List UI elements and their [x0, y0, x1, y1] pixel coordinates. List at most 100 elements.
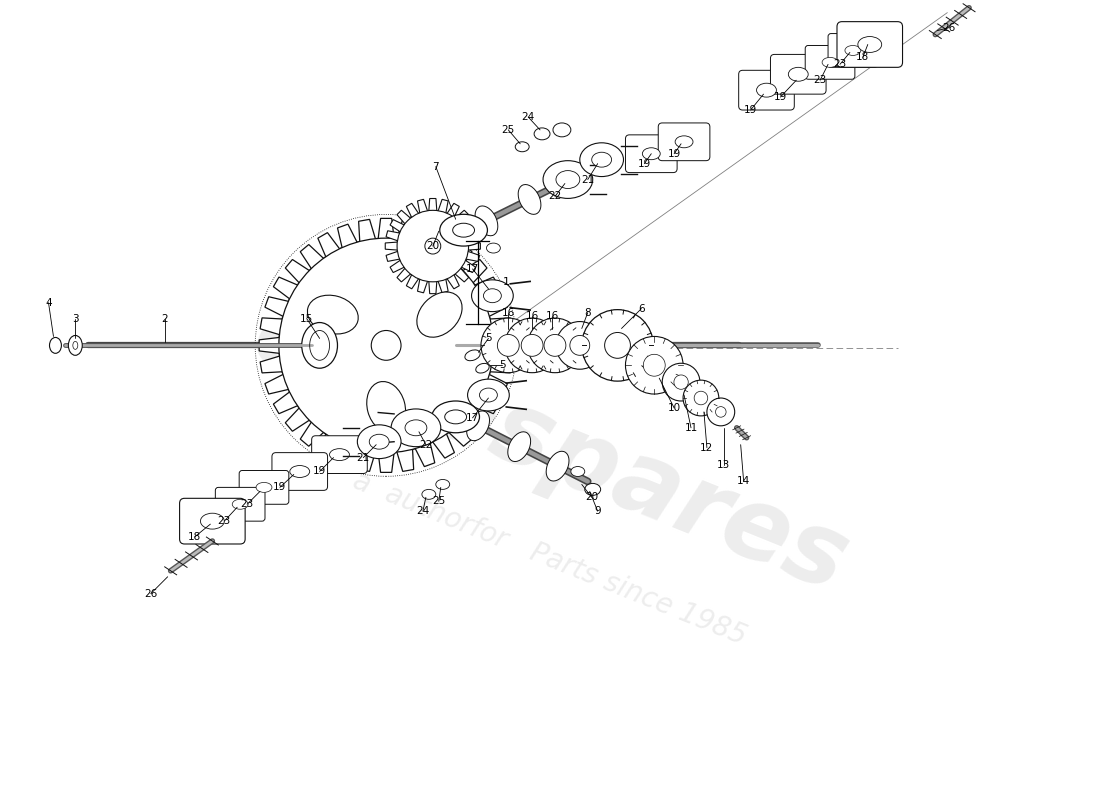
- Text: 24: 24: [521, 112, 535, 122]
- Ellipse shape: [675, 136, 693, 148]
- FancyBboxPatch shape: [658, 123, 710, 161]
- Ellipse shape: [453, 223, 474, 237]
- Text: 1: 1: [503, 278, 509, 287]
- Text: 10: 10: [668, 403, 681, 413]
- Ellipse shape: [392, 409, 441, 446]
- Text: 2: 2: [162, 314, 168, 323]
- Text: 12: 12: [701, 442, 714, 453]
- Ellipse shape: [592, 152, 612, 167]
- Ellipse shape: [528, 318, 582, 373]
- Ellipse shape: [822, 58, 838, 67]
- Ellipse shape: [845, 46, 861, 55]
- Ellipse shape: [232, 499, 249, 510]
- Text: 4: 4: [45, 298, 52, 308]
- Text: 16: 16: [526, 310, 539, 321]
- Ellipse shape: [440, 214, 487, 246]
- Text: 14: 14: [737, 477, 750, 486]
- Text: 5: 5: [485, 334, 492, 343]
- Text: 23: 23: [834, 59, 847, 70]
- Ellipse shape: [405, 420, 427, 436]
- Ellipse shape: [694, 391, 707, 405]
- Ellipse shape: [307, 295, 359, 334]
- Ellipse shape: [585, 483, 601, 495]
- Polygon shape: [260, 218, 513, 472]
- Ellipse shape: [417, 292, 462, 338]
- Text: 17: 17: [466, 413, 480, 423]
- Ellipse shape: [544, 334, 565, 356]
- Ellipse shape: [508, 432, 530, 462]
- Text: 7: 7: [432, 162, 439, 172]
- Ellipse shape: [476, 363, 490, 373]
- Text: 26: 26: [943, 22, 956, 33]
- Ellipse shape: [715, 406, 726, 417]
- Text: 18: 18: [188, 532, 201, 542]
- Text: 17: 17: [466, 264, 480, 274]
- Ellipse shape: [475, 206, 498, 236]
- Ellipse shape: [858, 37, 882, 53]
- Text: 5: 5: [499, 360, 506, 370]
- Ellipse shape: [521, 334, 543, 356]
- Ellipse shape: [330, 449, 350, 461]
- Ellipse shape: [707, 398, 735, 426]
- Ellipse shape: [472, 280, 514, 312]
- Ellipse shape: [515, 142, 529, 152]
- Text: 19: 19: [273, 482, 286, 492]
- Ellipse shape: [662, 363, 700, 401]
- Ellipse shape: [466, 411, 490, 441]
- Text: 19: 19: [668, 149, 681, 158]
- Ellipse shape: [397, 210, 469, 282]
- Text: 15: 15: [300, 314, 313, 323]
- Ellipse shape: [465, 350, 481, 361]
- Text: 8: 8: [584, 308, 591, 318]
- FancyBboxPatch shape: [179, 498, 245, 544]
- Text: 20: 20: [585, 492, 598, 502]
- Ellipse shape: [256, 482, 272, 492]
- Ellipse shape: [580, 142, 624, 177]
- Ellipse shape: [553, 123, 571, 137]
- Ellipse shape: [481, 318, 536, 373]
- Ellipse shape: [570, 335, 590, 355]
- Text: 26: 26: [144, 589, 157, 598]
- Ellipse shape: [432, 401, 480, 433]
- Ellipse shape: [556, 322, 604, 370]
- Text: 20: 20: [427, 241, 439, 251]
- Text: 19: 19: [744, 105, 757, 115]
- Text: 25: 25: [432, 496, 446, 506]
- Ellipse shape: [366, 382, 406, 432]
- Ellipse shape: [535, 128, 550, 140]
- Ellipse shape: [556, 166, 578, 196]
- Text: 3: 3: [72, 314, 78, 323]
- Ellipse shape: [50, 338, 62, 354]
- Text: 19: 19: [314, 466, 327, 477]
- Ellipse shape: [674, 375, 689, 390]
- Ellipse shape: [486, 243, 500, 253]
- Ellipse shape: [497, 334, 519, 356]
- Ellipse shape: [200, 514, 224, 529]
- Text: 11: 11: [684, 423, 697, 433]
- Ellipse shape: [358, 425, 402, 458]
- FancyBboxPatch shape: [805, 46, 855, 79]
- Text: 23: 23: [241, 499, 254, 510]
- Ellipse shape: [484, 289, 502, 302]
- FancyBboxPatch shape: [770, 54, 826, 94]
- Ellipse shape: [605, 333, 630, 358]
- Ellipse shape: [644, 354, 666, 376]
- Ellipse shape: [518, 185, 541, 214]
- Text: 22: 22: [548, 191, 562, 202]
- Ellipse shape: [422, 490, 436, 499]
- Ellipse shape: [73, 342, 78, 350]
- FancyBboxPatch shape: [828, 34, 878, 67]
- Ellipse shape: [505, 318, 560, 373]
- Text: 23: 23: [218, 516, 231, 526]
- Text: 16: 16: [502, 308, 515, 318]
- Text: 18: 18: [856, 52, 869, 62]
- Ellipse shape: [436, 479, 450, 490]
- Ellipse shape: [642, 148, 660, 160]
- Ellipse shape: [626, 337, 683, 394]
- Text: 19: 19: [773, 92, 786, 102]
- Ellipse shape: [370, 434, 389, 449]
- FancyBboxPatch shape: [837, 22, 902, 67]
- Text: 24: 24: [416, 506, 429, 516]
- Ellipse shape: [789, 67, 808, 82]
- Ellipse shape: [425, 238, 441, 254]
